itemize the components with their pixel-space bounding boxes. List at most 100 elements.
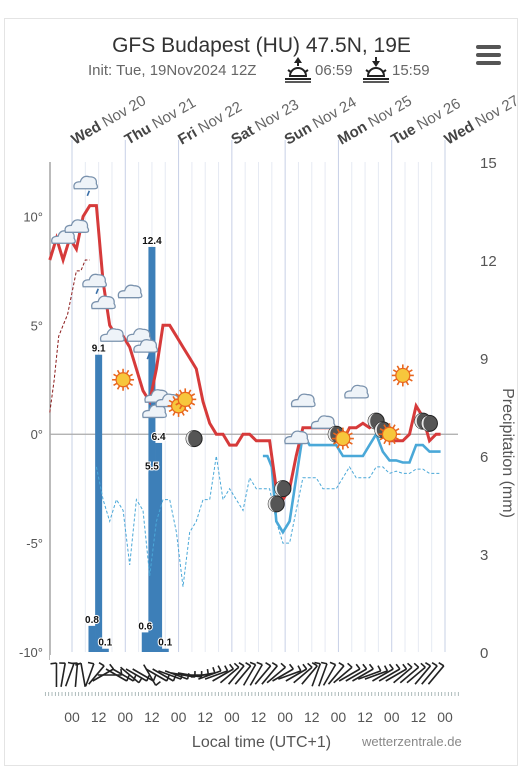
y-left-tick: 10°	[23, 209, 43, 224]
x-hour-tick: 00	[224, 709, 240, 725]
y-left-tick: 5°	[31, 318, 43, 333]
cloud-weather-icon	[344, 384, 369, 399]
wind-barb	[427, 661, 445, 685]
sun-weather-icon	[112, 368, 135, 391]
x-hour-tick: 12	[197, 709, 213, 725]
sunrise-time: 06:59	[315, 62, 353, 79]
precip-label: 0.1	[158, 638, 172, 649]
wind-barb	[242, 661, 257, 686]
cloud-rain-weather-icon	[73, 175, 99, 197]
x-hour-tick: 00	[384, 709, 400, 725]
wind-barb	[327, 661, 345, 685]
wind-barb	[249, 661, 263, 686]
y-right-tick: 6	[480, 449, 488, 466]
precip-label: 6.4	[152, 432, 166, 443]
precip-label: 5.5	[145, 461, 159, 472]
y-right-tick: 12	[480, 253, 497, 270]
moon-weather-icon	[267, 495, 285, 513]
cloud-weather-icon	[117, 284, 143, 299]
precip-label: 0.1	[98, 638, 112, 649]
hamburger-menu-icon[interactable]	[476, 45, 501, 65]
sunset-time: 15:59	[392, 62, 430, 79]
chart-title: GFS Budapest (HU) 47.5N, 19E	[112, 34, 411, 57]
y-right-label: Precipitation (mm)	[499, 388, 516, 518]
cloud-weather-icon	[126, 328, 152, 342]
x-hour-tick: 12	[144, 709, 160, 725]
cloud-weather-icon	[284, 430, 310, 445]
x-hour-tick: 00	[171, 709, 187, 725]
x-hour-tick: 12	[91, 709, 107, 725]
wind-barb	[198, 665, 222, 680]
x-axis-label: Local time (UTC+1)	[191, 734, 332, 751]
precip-bar	[148, 472, 156, 652]
precip-label: 0.6	[138, 621, 152, 632]
precip-bar	[88, 625, 96, 652]
wind-barb	[322, 661, 337, 686]
wind-barb	[311, 661, 322, 687]
y-right-tick: 3	[480, 547, 488, 564]
wind-barb	[234, 661, 252, 685]
wind-barb	[212, 663, 234, 682]
credit-text: wetterzentrale.de	[362, 734, 462, 749]
x-hour-tick: 00	[64, 709, 80, 725]
sunset-icon	[363, 57, 389, 83]
wind-barb	[254, 661, 272, 685]
precip-label: 0.8	[85, 615, 99, 626]
wind-barb	[285, 663, 308, 682]
wind-barb	[278, 665, 302, 680]
cloud-weather-icon	[91, 295, 116, 310]
moon-weather-icon	[274, 480, 292, 498]
precip-label: 12.4	[142, 236, 162, 247]
wind-barb	[338, 663, 361, 682]
wind-barb	[71, 662, 79, 688]
wind-barb	[219, 662, 240, 684]
y-left-tick: 0°	[31, 427, 43, 442]
plot-area	[50, 162, 458, 652]
x-hour-tick: 12	[357, 709, 373, 725]
y-left-tick: -5°	[26, 536, 43, 551]
wind-barb	[352, 663, 374, 682]
wind-barb	[261, 661, 278, 685]
x-hour-tick: 00	[331, 709, 347, 725]
precip-bar	[101, 648, 109, 652]
wind-barb	[227, 661, 245, 685]
init-time: Init: Tue, 19Nov2024 12Z	[88, 62, 257, 79]
wind-barb	[75, 662, 86, 687]
sun-weather-icon	[378, 423, 401, 446]
cloud-weather-icon	[64, 219, 90, 233]
precip-bar	[148, 246, 156, 652]
wind-barb	[372, 663, 394, 682]
sun-weather-icon	[174, 388, 197, 411]
wind-barb	[385, 663, 408, 682]
sunrise-icon	[285, 57, 311, 83]
sun-weather-icon	[331, 427, 354, 450]
wind-barb	[132, 668, 157, 682]
precip-bar	[155, 442, 163, 652]
y-right-tick: 9	[480, 351, 488, 368]
dewpoint_thin-line	[95, 455, 441, 587]
wind-barb	[393, 662, 413, 684]
precip-bar	[161, 648, 169, 652]
precip-label: 9.1	[92, 344, 106, 355]
dewpoint-line	[262, 430, 441, 535]
wind-barb	[204, 665, 229, 680]
wind-barb	[84, 661, 95, 687]
x-hour-tick: 12	[411, 709, 427, 725]
wind-barb	[345, 663, 368, 682]
x-hour-tick: 12	[304, 709, 320, 725]
x-hour-tick: 00	[277, 709, 293, 725]
y-right-tick: 15	[480, 155, 497, 172]
wind-barb	[357, 665, 382, 680]
wind-barb	[399, 662, 420, 684]
wind-barb	[59, 662, 66, 687]
wind-barb	[191, 666, 216, 678]
y-right-tick: 0	[480, 645, 488, 662]
sun-weather-icon	[391, 364, 414, 387]
moon-weather-icon	[420, 414, 438, 432]
wind-barb	[88, 661, 105, 685]
precip-bar	[95, 354, 103, 652]
cloud-rain-weather-icon	[133, 339, 159, 360]
wind-barb	[301, 661, 318, 685]
x-hour-tick: 12	[251, 709, 267, 725]
